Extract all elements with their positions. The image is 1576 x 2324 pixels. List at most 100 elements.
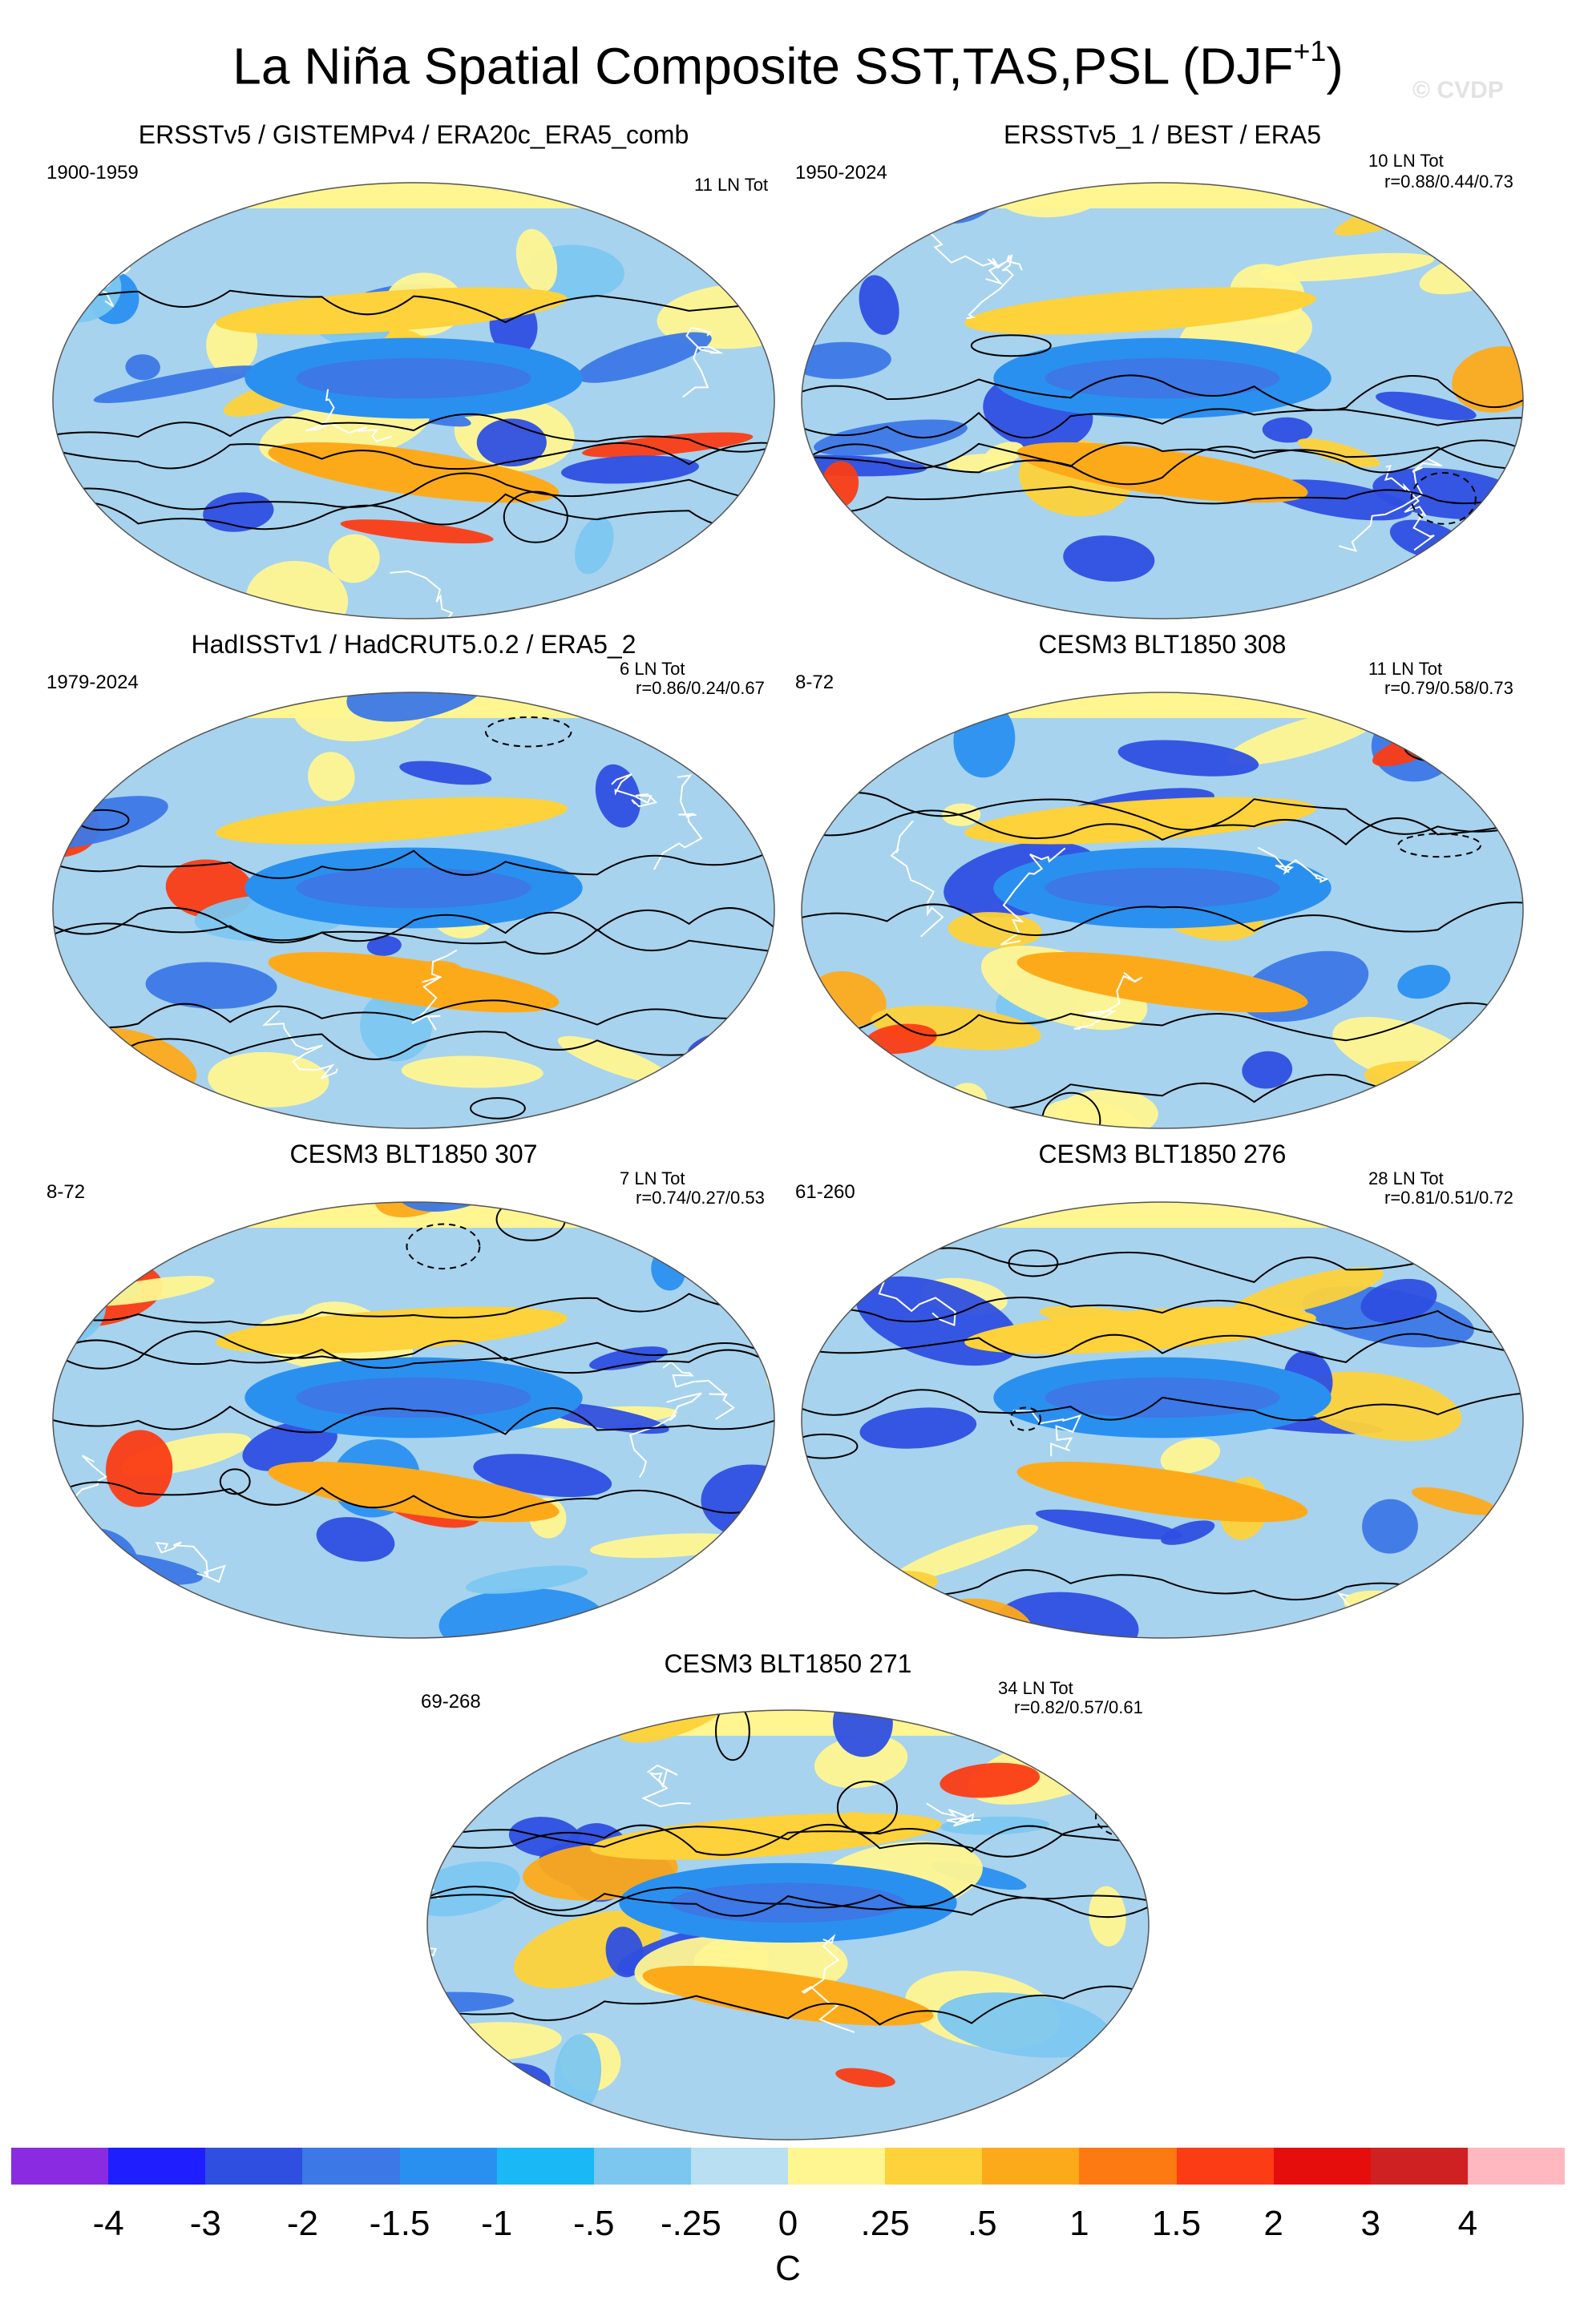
cool-anomaly — [992, 1592, 1139, 1638]
cool-anomaly — [438, 1588, 606, 1638]
cold-tongue-core — [296, 867, 531, 909]
warm-anomaly — [890, 1524, 1039, 1583]
warm-anomaly — [1227, 709, 1383, 765]
psl-contour — [427, 1985, 1149, 2026]
map-field — [427, 1710, 1149, 2140]
warm-anomaly — [1231, 1267, 1384, 1318]
warm-anomaly — [53, 999, 79, 1067]
colorbar-segment — [11, 2148, 109, 2185]
psl-contour — [802, 901, 1523, 936]
cool-anomaly — [1063, 535, 1155, 582]
coastline — [1000, 847, 1066, 946]
panel-title: ERSSTv5_1 / BEST / ERA5 — [1003, 120, 1321, 149]
warm-anomaly — [53, 1043, 118, 1090]
cool-anomaly — [125, 354, 160, 381]
psl-closed-contour — [802, 1433, 859, 1459]
cool-anomaly — [937, 1992, 1112, 2058]
warm-anomaly — [53, 183, 63, 229]
colorbar-segment — [788, 2148, 886, 2185]
map-border — [801, 692, 1524, 1129]
warm-anomaly — [53, 1095, 87, 1128]
colorbar-segment — [1176, 2148, 1274, 2185]
cold-tongue-core — [296, 357, 531, 399]
cool-anomaly — [476, 418, 547, 467]
cool-anomaly — [575, 517, 614, 575]
psl-contour — [427, 1886, 1149, 1919]
psl-closed-contour — [1403, 729, 1468, 762]
panel-correlation: r=0.79/0.58/0.73 — [1384, 678, 1513, 698]
cool-anomaly — [1376, 391, 1477, 421]
psl-contour — [802, 809, 1523, 846]
warm-anomaly — [141, 692, 180, 704]
south-warm-band — [1016, 1461, 1308, 1523]
coastline — [653, 774, 703, 870]
cvdp-watermark: © CVDP — [1412, 77, 1504, 103]
warm-anomaly — [208, 1051, 329, 1108]
psl-contour — [53, 845, 774, 879]
cool-anomaly — [465, 1565, 588, 1594]
psl-closed-contour — [406, 1223, 481, 1270]
map-field — [802, 183, 1523, 619]
warm-anomaly — [432, 2067, 524, 2126]
colorbar-segment — [108, 2148, 206, 2185]
south-warm-band — [268, 1461, 560, 1523]
cool-anomaly — [1262, 417, 1313, 443]
cool-anomaly — [595, 764, 641, 828]
psl-contour — [802, 374, 1523, 412]
coastline — [628, 1392, 702, 1479]
colorbar-segment — [982, 2148, 1080, 2185]
psl-closed-contour — [470, 1097, 526, 1120]
psl-closed-contour — [1410, 472, 1477, 525]
colorbar-unit: C — [775, 2249, 801, 2288]
south-warm-band — [268, 951, 560, 1013]
colorbar-segment — [205, 2148, 303, 2185]
figure-title: La Niña Spatial Composite SST,TAS,PSL (D… — [232, 34, 1344, 95]
panel-period: 69-268 — [421, 1691, 481, 1713]
warm-anomaly — [56, 693, 129, 761]
coastline — [860, 1572, 905, 1591]
psl-closed-contour — [715, 1710, 750, 1761]
cool-anomaly — [399, 761, 492, 785]
coastline — [890, 820, 944, 938]
panel-7: CESM3 BLT1850 271 69-268 34 LN Tot r=0.8… — [421, 1649, 1155, 2146]
colorbar-tick-label: 2 — [1263, 2204, 1283, 2243]
cool-anomaly — [814, 419, 968, 456]
psl-contour — [53, 1398, 774, 1435]
north-warm-band — [216, 797, 568, 845]
warm-anomaly — [99, 1202, 152, 1259]
warm-anomaly — [1297, 438, 1380, 467]
coastline — [1257, 846, 1329, 883]
cool-anomaly — [316, 1517, 395, 1562]
warm-anomaly — [1074, 1710, 1131, 1713]
cool-anomaly — [802, 341, 891, 379]
cool-anomaly — [145, 962, 277, 1009]
colorbar-tick-label: -1 — [481, 2204, 513, 2243]
psl-closed-contour — [219, 1468, 251, 1495]
cool-anomaly — [242, 1420, 337, 1471]
cold-tongue-core — [296, 1377, 531, 1418]
map-field — [53, 692, 774, 1128]
colorbar-tick-label: -.25 — [660, 2204, 721, 2243]
coastline — [924, 227, 1007, 285]
coastline — [390, 570, 487, 619]
coastline — [966, 254, 1023, 320]
panel-ln-count: 10 LN Tot — [1368, 151, 1444, 171]
colorbar-segment — [399, 2148, 497, 2185]
warm-anomaly — [401, 1055, 544, 1088]
psl-contour — [802, 408, 1523, 439]
cool-anomaly — [1397, 965, 1451, 999]
warm-anomaly — [340, 519, 494, 544]
psl-contour — [802, 1297, 1523, 1334]
cool-anomaly — [93, 365, 260, 403]
polar-band — [427, 1710, 1149, 1736]
psl-contour — [53, 1481, 774, 1519]
psl-closed-contour — [170, 591, 246, 619]
cold-tongue-core — [1045, 357, 1280, 399]
map-3 — [52, 692, 775, 1129]
map-field — [802, 692, 1523, 1128]
north-warm-band — [964, 797, 1316, 845]
cool-anomaly — [53, 692, 108, 738]
warm-anomaly — [1299, 1202, 1446, 1208]
cool-anomaly — [605, 1927, 644, 1978]
warm-anomaly — [308, 752, 355, 801]
